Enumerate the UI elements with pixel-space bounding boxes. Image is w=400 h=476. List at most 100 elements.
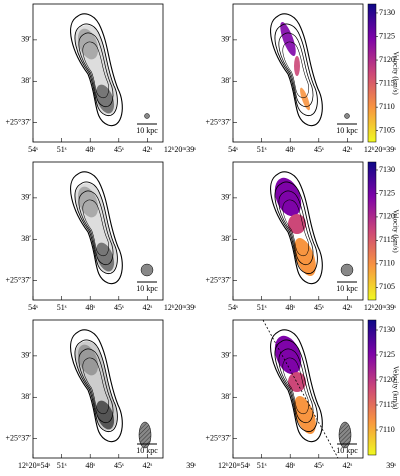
emission-core xyxy=(95,242,115,272)
panel-frame xyxy=(232,161,364,301)
panel: 10 kpc 39′ 38′ +25°37′ 12ʰ20ᵐ54ˢ 51ˢ 48ˢ 45ˢ 42ˢ… xyxy=(206,319,399,470)
colorbar-tick-label: 7110 xyxy=(379,102,395,111)
beam xyxy=(140,263,154,277)
colorbar-tick-label: 7125 xyxy=(379,31,395,40)
map: 10 kpc xyxy=(262,319,358,459)
x-tick-label: 39ˢ xyxy=(186,461,196,470)
panel-frame xyxy=(232,319,364,459)
colorbar-tick-label: 7115 xyxy=(379,78,395,87)
velocity-north xyxy=(274,177,302,217)
y-tick-label: 39′ xyxy=(221,35,231,44)
colorbar-tick-label: 7115 xyxy=(379,235,395,244)
panel: 10 kpc 39′ 38′ +25°37′ 12ʰ20ᵐ54ˢ 51ˢ 48ˢ 45ˢ 42ˢ… xyxy=(6,319,196,470)
colorbar-tick-label: 7120 xyxy=(379,55,395,64)
map: 10 kpc xyxy=(70,329,158,455)
colorbar-tick-label: 7105 xyxy=(379,126,395,135)
x-tick-label: 51ˢ xyxy=(257,145,267,154)
x-tick-label: 48ˢ xyxy=(285,303,295,312)
x-tick-label: 42ˢ xyxy=(343,461,353,470)
colorbar-tick-label: 7105 xyxy=(379,282,395,291)
colorbar-tick-label: 7130 xyxy=(379,8,395,17)
x-tick-label: 42ˢ xyxy=(343,303,353,312)
panel: 10 kpc 39′ 38′ +25°37′ 54ˢ 51ˢ 48ˢ 45ˢ 42ˢ 12ʰ20ᵐ… xyxy=(206,3,399,154)
y-tick-label: 38′ xyxy=(21,76,31,85)
x-tick-label: 48ˢ xyxy=(285,461,295,470)
y-tick-label: +25°37′ xyxy=(206,276,232,285)
y-tick-label: 39′ xyxy=(21,351,31,360)
x-tick-label: 12ʰ20ᵐ39ˢ xyxy=(364,303,396,312)
map: 10 kpc xyxy=(70,171,158,293)
x-tick-label: 12ʰ20ᵐ39ˢ xyxy=(364,145,396,154)
panel-frame xyxy=(32,319,164,459)
x-tick-label: 51ˢ xyxy=(57,303,67,312)
panel: 10 kpc 39′ 38′ +25°37′ 54ˢ 51ˢ 48ˢ 45ˢ 42ˢ 12ʰ20ᵐ… xyxy=(206,161,399,312)
y-tick-label: 39′ xyxy=(221,193,231,202)
y-tick-label: +25°37′ xyxy=(6,118,32,127)
colorbar-tick-label: 7110 xyxy=(379,259,395,268)
colorbar-label: Velocity (km/s) xyxy=(391,366,399,410)
x-tick-label: 54ˢ xyxy=(28,145,38,154)
colorbar-tick-label: 7120 xyxy=(379,212,395,221)
scale-bar-label: 10 kpc xyxy=(136,446,158,455)
beam xyxy=(344,113,350,119)
colorbar-tick-label: 7125 xyxy=(379,350,395,359)
map: 10 kpc xyxy=(270,171,358,293)
x-tick-label: 45ˢ xyxy=(314,461,324,470)
velocity-north xyxy=(274,335,302,375)
x-tick-label: 12ʰ20ᵐ54ˢ xyxy=(18,461,50,470)
x-tick-label: 42ˢ xyxy=(343,145,353,154)
y-tick-label: 38′ xyxy=(21,392,31,401)
x-tick-label: 48ˢ xyxy=(285,145,295,154)
panel: 10 kpc 39′ 38′ +25°37′ 54ˢ 51ˢ 48ˢ 45ˢ 42ˢ 12ʰ20ᵐ… xyxy=(6,3,196,154)
scale-bar-label: 10 kpc xyxy=(336,126,358,135)
x-tick-label: 39ˢ xyxy=(386,461,396,470)
y-tick-label: 39′ xyxy=(21,35,31,44)
panel-frame xyxy=(32,3,164,143)
y-tick-label: 38′ xyxy=(221,392,231,401)
y-tick-label: 38′ xyxy=(221,76,231,85)
beam xyxy=(340,263,354,277)
x-tick-label: 45ˢ xyxy=(114,461,124,470)
x-tick-label: 48ˢ xyxy=(85,145,95,154)
x-tick-label: 48ˢ xyxy=(85,303,95,312)
scale-bar-label: 10 kpc xyxy=(336,446,358,455)
emission-core xyxy=(95,400,115,430)
y-tick-label: 38′ xyxy=(21,234,31,243)
colorbar xyxy=(367,161,377,301)
colorbar-tick-label: 7130 xyxy=(379,325,395,334)
beam xyxy=(338,421,352,449)
map: 10 kpc xyxy=(270,13,358,135)
x-tick-label: 54ˢ xyxy=(228,303,238,312)
colorbar-tick-label: 7130 xyxy=(379,165,395,174)
panel-frame xyxy=(232,3,364,143)
colorbar xyxy=(367,3,377,143)
x-tick-label: 51ˢ xyxy=(57,461,67,470)
x-tick-label: 51ˢ xyxy=(57,145,67,154)
beam xyxy=(138,421,152,449)
x-tick-label: 42ˢ xyxy=(143,303,153,312)
map: 10 kpc xyxy=(70,13,158,135)
velocity-north xyxy=(280,21,296,57)
beam xyxy=(144,113,150,119)
x-tick-label: 45ˢ xyxy=(314,145,324,154)
x-tick-label: 51ˢ xyxy=(257,461,267,470)
scale-bar-label: 10 kpc xyxy=(336,284,358,293)
x-tick-label: 45ˢ xyxy=(114,303,124,312)
colorbar-tick-label: 7120 xyxy=(379,375,395,384)
y-tick-label: +25°37′ xyxy=(6,276,32,285)
colorbar-label: Velocity (km/s) xyxy=(391,209,399,253)
panel-frame xyxy=(32,161,164,301)
scale-bar-label: 10 kpc xyxy=(136,126,158,135)
x-tick-label: 45ˢ xyxy=(114,145,124,154)
y-tick-label: 38′ xyxy=(221,234,231,243)
x-tick-label: 45ˢ xyxy=(314,303,324,312)
colorbar-label: Velocity (km/s) xyxy=(391,51,399,95)
velocity-south xyxy=(300,87,310,111)
x-tick-label: 42ˢ xyxy=(143,461,153,470)
y-tick-label: +25°37′ xyxy=(206,434,232,443)
y-tick-label: 39′ xyxy=(21,193,31,202)
x-tick-label: 54ˢ xyxy=(228,145,238,154)
x-tick-label: 12ʰ20ᵐ54ˢ xyxy=(218,461,250,470)
x-tick-label: 48ˢ xyxy=(85,461,95,470)
